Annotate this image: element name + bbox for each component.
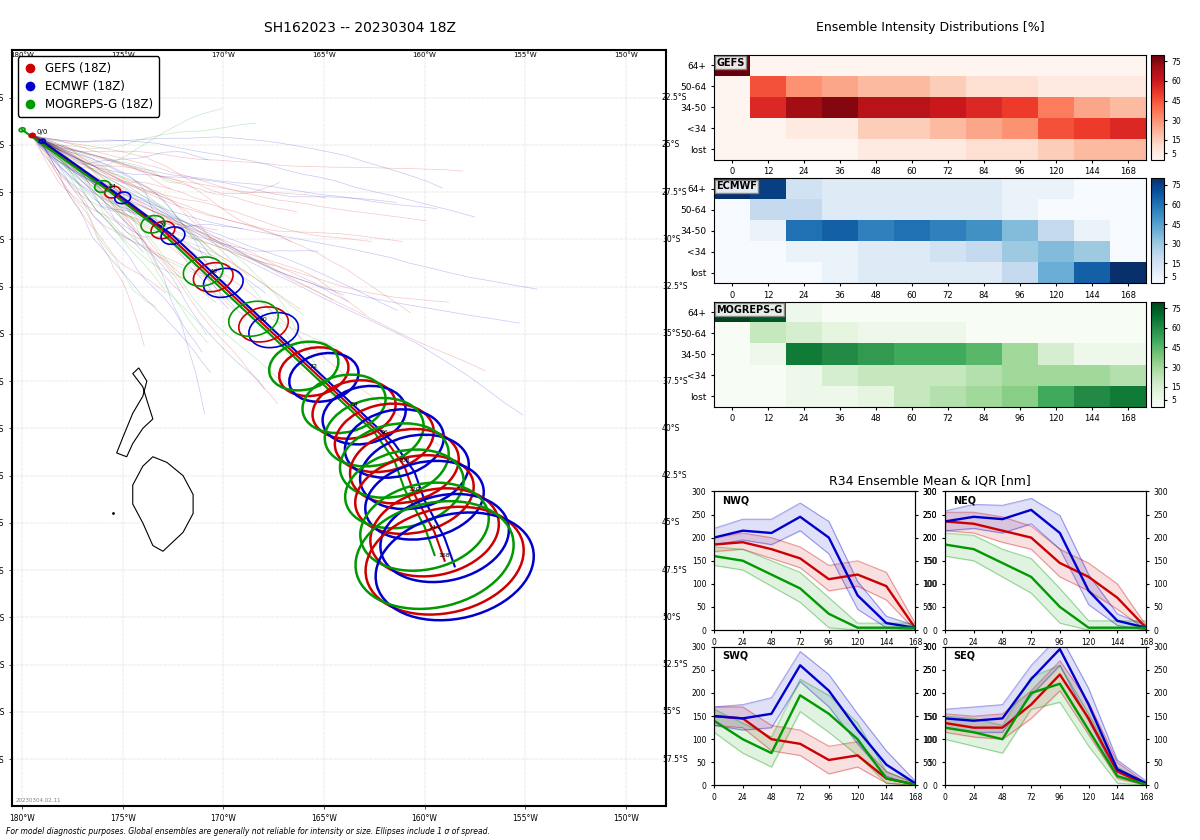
Text: 170°W: 170°W bbox=[211, 52, 235, 58]
Text: 35°S: 35°S bbox=[662, 329, 680, 339]
Text: 155°W: 155°W bbox=[514, 52, 536, 58]
Text: 45°S: 45°S bbox=[662, 518, 680, 528]
Text: 0/0: 0/0 bbox=[36, 129, 48, 134]
Text: 42.5°S: 42.5°S bbox=[662, 471, 688, 480]
Text: GEFS: GEFS bbox=[716, 58, 744, 68]
Text: 60: 60 bbox=[259, 317, 268, 322]
Text: 165°W: 165°W bbox=[312, 52, 336, 58]
Polygon shape bbox=[116, 368, 152, 457]
Text: 20230304.02.11: 20230304.02.11 bbox=[16, 798, 61, 803]
Text: For model diagnostic purposes. Global ensembles are generally not reliable for i: For model diagnostic purposes. Global en… bbox=[6, 827, 490, 836]
Text: 25°S: 25°S bbox=[662, 140, 680, 150]
Text: ECMWF: ECMWF bbox=[716, 181, 757, 192]
Text: 144: 144 bbox=[428, 524, 440, 529]
Text: 180°W: 180°W bbox=[10, 52, 34, 58]
Text: 150°W: 150°W bbox=[614, 52, 637, 58]
Text: 22.5°S: 22.5°S bbox=[662, 93, 688, 102]
Text: 72: 72 bbox=[310, 364, 318, 369]
Text: 96: 96 bbox=[380, 430, 389, 435]
Text: 36: 36 bbox=[158, 222, 167, 227]
Text: SWQ: SWQ bbox=[722, 651, 748, 661]
Text: SH162023 -- 20230304 18Z: SH162023 -- 20230304 18Z bbox=[264, 21, 456, 35]
Text: 55°S: 55°S bbox=[662, 707, 680, 717]
Text: R34 Ensemble Mean & IQR [nm]: R34 Ensemble Mean & IQR [nm] bbox=[829, 475, 1031, 487]
Text: 52.5°S: 52.5°S bbox=[662, 660, 688, 669]
Text: Ensemble Intensity Distributions [%]: Ensemble Intensity Distributions [%] bbox=[816, 21, 1044, 34]
Text: 120: 120 bbox=[408, 486, 420, 491]
Text: 47.5°S: 47.5°S bbox=[662, 565, 688, 575]
Text: 27.5°S: 27.5°S bbox=[662, 187, 688, 197]
Text: 32.5°S: 32.5°S bbox=[662, 282, 688, 291]
Text: 160°W: 160°W bbox=[413, 52, 437, 58]
Text: 57.5°S: 57.5°S bbox=[662, 754, 688, 764]
Text: 48: 48 bbox=[209, 270, 217, 275]
Text: 24: 24 bbox=[109, 184, 116, 189]
Text: 108: 108 bbox=[398, 459, 410, 464]
Text: 175°W: 175°W bbox=[110, 52, 134, 58]
Text: MOGREPS-G: MOGREPS-G bbox=[716, 305, 782, 315]
Text: 50°S: 50°S bbox=[662, 613, 680, 622]
Text: SEQ: SEQ bbox=[953, 651, 976, 661]
Text: 84: 84 bbox=[350, 402, 358, 407]
Text: NWQ: NWQ bbox=[722, 496, 749, 506]
Text: 168: 168 bbox=[439, 553, 450, 558]
Text: 40°S: 40°S bbox=[662, 424, 680, 433]
Text: NEQ: NEQ bbox=[953, 496, 976, 506]
Text: 37.5°S: 37.5°S bbox=[662, 376, 688, 386]
Polygon shape bbox=[133, 457, 193, 551]
Legend: GEFS (18Z), ECMWF (18Z), MOGREPS-G (18Z): GEFS (18Z), ECMWF (18Z), MOGREPS-G (18Z) bbox=[18, 56, 160, 117]
Text: 30°S: 30°S bbox=[662, 235, 680, 244]
